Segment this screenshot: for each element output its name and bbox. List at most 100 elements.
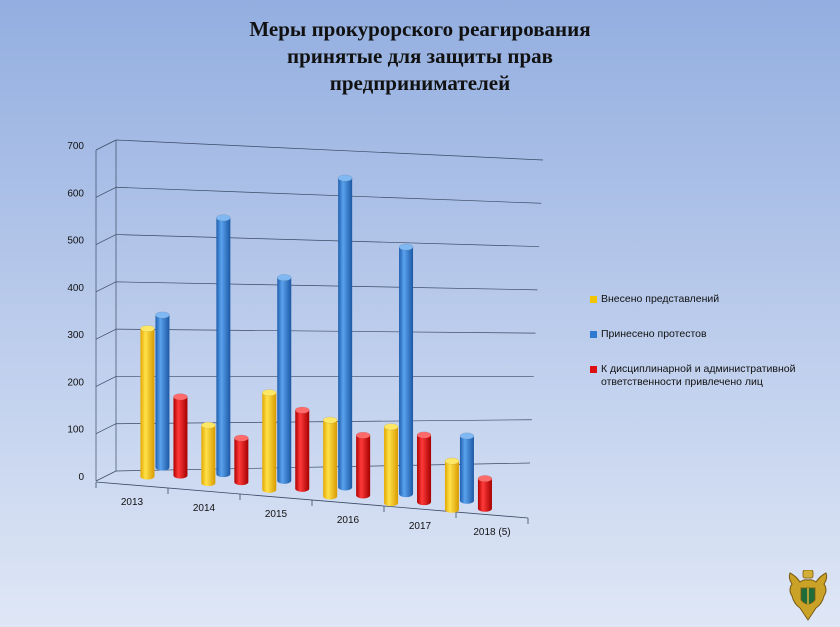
legend-label-persons-liable: К дисциплинарной и административной отве… xyxy=(601,363,796,388)
bar-body xyxy=(173,396,188,479)
bar-body xyxy=(417,435,432,506)
gridline xyxy=(115,281,538,291)
legend-item-representations: Внесено представлений xyxy=(590,293,830,306)
bar xyxy=(337,174,353,491)
bar-top xyxy=(201,421,216,429)
x-tick-label: 2013 xyxy=(121,497,144,508)
legend-item-protests: Принесено протестов xyxy=(590,328,830,341)
legend-item-persons-liable: К дисциплинарной и административной отве… xyxy=(590,363,830,389)
bar-body xyxy=(338,178,353,491)
bar-top xyxy=(477,475,493,483)
bar-top xyxy=(322,416,338,424)
legend-label-representations: Внесено представлений xyxy=(601,293,720,305)
y-tick-label: 200 xyxy=(67,377,84,388)
bar-body xyxy=(234,438,249,486)
bar-top xyxy=(398,243,414,251)
side-gridline xyxy=(95,376,117,387)
x-tick-label: 2017 xyxy=(409,521,432,532)
x-tick-labels: 2013 2014 2015 2016 2017 2018 (5) xyxy=(121,497,511,538)
bar-top xyxy=(262,389,277,397)
bar-body xyxy=(444,461,459,513)
bar xyxy=(216,214,231,478)
bar xyxy=(262,389,277,493)
side-gridline xyxy=(95,328,117,340)
bar xyxy=(398,243,414,498)
bar xyxy=(295,406,310,492)
bar xyxy=(416,431,432,506)
chart-title-line-2: принятые для защиты прав xyxy=(287,44,553,68)
prosecutor-emblem-icon xyxy=(788,570,828,621)
y-tick-label: 600 xyxy=(67,188,84,199)
bar-body xyxy=(323,420,338,500)
bar-top xyxy=(416,431,432,439)
bar-body xyxy=(356,435,371,499)
bar-top xyxy=(355,431,371,439)
bar xyxy=(383,423,399,507)
x-tick-label: 2014 xyxy=(193,503,216,514)
bar-top xyxy=(383,423,399,431)
bar-body xyxy=(201,425,216,487)
legend: Внесено представлений Принесено протесто… xyxy=(590,293,830,389)
y-tick-labels: 0 100 200 300 400 500 600 700 xyxy=(67,141,84,483)
chart-title: Меры прокурорского реагирования принятые… xyxy=(150,16,690,97)
bar-body xyxy=(459,435,474,504)
y-tick-label: 400 xyxy=(67,283,84,294)
bar xyxy=(234,434,249,486)
side-gridline xyxy=(95,139,117,151)
bar-top xyxy=(459,432,475,440)
bar xyxy=(140,325,155,480)
y-tick-label: 700 xyxy=(67,141,84,152)
bar-body xyxy=(295,410,310,492)
bars xyxy=(140,174,493,513)
y-tick-label: 100 xyxy=(67,425,84,436)
y-tick-label: 300 xyxy=(67,330,84,341)
bar-body xyxy=(477,478,492,512)
bar-body xyxy=(384,426,399,507)
side-gridline xyxy=(95,186,117,198)
bar-body xyxy=(277,277,292,484)
bar-top xyxy=(337,174,353,182)
bar xyxy=(155,311,170,471)
bar-body xyxy=(140,328,155,480)
y-tick-label: 0 xyxy=(78,472,84,483)
bar-top xyxy=(444,457,460,465)
bar-top xyxy=(173,393,188,401)
chart-title-line-3: предпринимателей xyxy=(329,71,511,95)
side-gridline xyxy=(95,423,117,435)
gridline xyxy=(115,186,542,204)
bar xyxy=(477,475,493,512)
bar xyxy=(277,274,292,484)
bar-top xyxy=(140,325,155,333)
bar xyxy=(444,457,460,513)
y-tick-label: 500 xyxy=(67,236,84,247)
chart-title-line-1: Меры прокурорского реагирования xyxy=(249,17,591,41)
gridline xyxy=(115,139,544,161)
x-tick-label: 2016 xyxy=(337,515,360,526)
legend-swatch-yellow xyxy=(590,296,597,303)
bar-top xyxy=(234,434,249,442)
legend-swatch-red xyxy=(590,366,597,373)
legend-label-protests: Принесено протестов xyxy=(601,328,707,340)
x-tick-label: 2018 (5) xyxy=(473,527,510,538)
bar xyxy=(201,421,216,487)
bar-body xyxy=(155,315,170,471)
bar xyxy=(355,431,371,499)
bar-body xyxy=(399,247,414,498)
side-gridline xyxy=(95,281,117,293)
bar-top xyxy=(295,406,310,414)
side-gridline xyxy=(95,470,117,482)
bar-top xyxy=(216,214,231,222)
bar xyxy=(459,432,475,504)
bar xyxy=(322,416,338,500)
gridline xyxy=(115,234,540,247)
bar-top xyxy=(277,274,292,282)
bar-top xyxy=(155,311,170,319)
side-gridline xyxy=(95,234,117,245)
bar xyxy=(173,393,188,479)
gridline xyxy=(115,328,536,334)
bar-body xyxy=(216,217,231,478)
bar-body xyxy=(262,392,277,493)
legend-swatch-blue xyxy=(590,331,597,338)
x-tick-label: 2015 xyxy=(265,509,288,520)
